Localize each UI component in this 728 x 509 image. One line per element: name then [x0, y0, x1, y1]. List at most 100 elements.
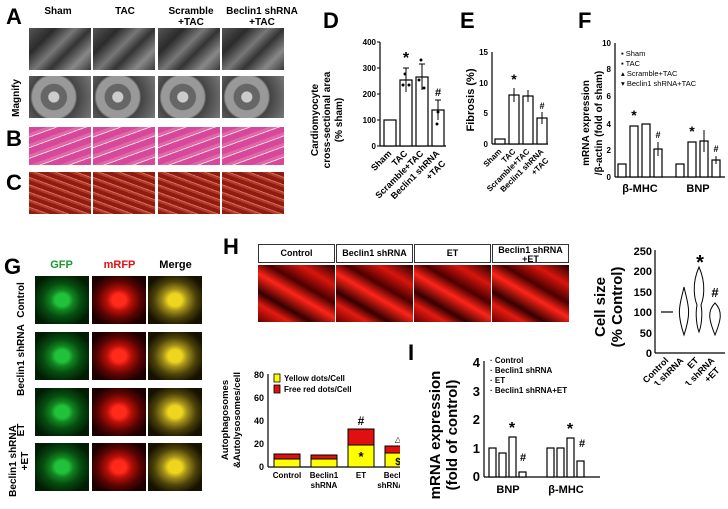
- g-col-mrfp: mRFP: [103, 259, 136, 271]
- svg-text:10: 10: [479, 79, 488, 88]
- svg-text:shRNA+ET: shRNA+ET: [377, 481, 400, 490]
- svg-text:0: 0: [484, 140, 489, 149]
- svg-text:Free red dots/Cell: Free red dots/Cell: [284, 385, 352, 394]
- svg-text:0: 0: [473, 469, 480, 484]
- gfp-beclin: [35, 332, 89, 380]
- svg-text:#: #: [358, 414, 365, 428]
- panel-f-letter: F: [578, 8, 592, 33]
- panel-i-letter: I: [408, 340, 415, 365]
- h4-line2: +ET: [522, 254, 539, 264]
- svg-text:*: *: [509, 420, 516, 437]
- svg-text:1: 1: [473, 441, 480, 456]
- bar-e-tac: [508, 94, 520, 145]
- svg-text:(% Control): (% Control): [609, 267, 626, 348]
- he-image-scramble: [158, 127, 220, 165]
- mrfp-control: [92, 276, 146, 324]
- svg-text:40: 40: [254, 416, 264, 426]
- svg-text:0: 0: [372, 142, 377, 151]
- chart-d-ylabel: Cardiomyocyte cross-sectional area (% sh…: [310, 71, 345, 168]
- svg-text:2: 2: [473, 412, 480, 427]
- svg-text:150: 150: [634, 287, 652, 299]
- svg-text:4: 4: [607, 120, 612, 129]
- svg-text:Cardiomyocyte: Cardiomyocyte: [310, 83, 321, 156]
- tem-magnify-sham: [29, 76, 91, 118]
- svg-text:50: 50: [640, 328, 652, 340]
- svg-text:200: 200: [363, 90, 377, 99]
- svg-text:10: 10: [602, 39, 611, 48]
- chart-h-ylabel: Cell size (% Control): [592, 267, 626, 348]
- svg-text:BNP: BNP: [686, 183, 709, 195]
- svg-text:4: 4: [473, 355, 481, 370]
- svg-text:*: *: [358, 449, 364, 464]
- mrfp-beclin-et: [92, 443, 146, 491]
- g-row-beclin-et: Beclin1 shRNA +ET: [8, 422, 32, 500]
- svg-text:cross-sectional area: cross-sectional area: [322, 71, 333, 168]
- merge-beclin: [148, 332, 202, 380]
- gfp-control: [35, 276, 89, 324]
- svg-text:3: 3: [473, 384, 480, 399]
- svg-text:5: 5: [484, 109, 489, 118]
- svg-text:#: #: [435, 87, 441, 99]
- gfp-et: [35, 388, 89, 436]
- masson-image-beclin: [222, 172, 284, 214]
- magnify-row-label: Magnify: [11, 79, 22, 117]
- svg-text:250: 250: [634, 246, 652, 258]
- svg-text:#: #: [539, 101, 544, 111]
- svg-text:2: 2: [607, 146, 612, 155]
- tem-image-tac: [93, 28, 155, 70]
- g-col-gfp: GFP: [50, 259, 73, 271]
- masson-image-sham: [29, 172, 91, 214]
- chart-i: mRNA expression (fold of control) 4 3 2 …: [427, 355, 600, 500]
- h4-line1: Beclin1 shRNA: [498, 245, 563, 255]
- svg-text:▴ Scramble+TAC: ▴ Scramble+TAC: [621, 69, 678, 78]
- svg-text:*: *: [403, 50, 410, 67]
- chart-e-ylabel: Fibrosis (%): [465, 68, 477, 131]
- panel-d-letter: D: [323, 8, 339, 33]
- panel-b-letter: B: [6, 126, 22, 151]
- svg-text:Cell size: Cell size: [592, 277, 609, 337]
- merge-control: [148, 276, 202, 324]
- panel-a-col-sham: Sham: [44, 6, 72, 17]
- svg-text:8: 8: [607, 65, 612, 74]
- h-header-beclin-et: Beclin1 shRNA +ET: [492, 244, 569, 264]
- svg-text:0: 0: [646, 348, 652, 360]
- merge-beclin-et: [148, 443, 202, 491]
- svg-text:mRNA expression: mRNA expression: [581, 80, 592, 166]
- beclin-line2: +TAC: [249, 17, 275, 28]
- svg-text:· Beclin1 shRNA: · Beclin1 shRNA: [490, 366, 552, 375]
- h-header-control: Control: [258, 244, 335, 263]
- phalloidin-beclin: [336, 265, 413, 322]
- svg-text:0: 0: [607, 173, 612, 182]
- svg-text:BNP: BNP: [496, 484, 519, 496]
- h-header-et: ET: [414, 244, 491, 263]
- svg-text:mRNA expression: mRNA expression: [427, 371, 444, 500]
- chart-h-violin: Cell size (% Control) 250 200 150 100 50…: [592, 246, 725, 385]
- svg-text:β-MHC: β-MHC: [548, 484, 583, 496]
- scramble-line1: Scramble: [168, 6, 214, 17]
- mrfp-beclin: [92, 332, 146, 380]
- scramble-line2: +TAC: [178, 17, 204, 28]
- chart-f-ylabel: mRNA expression /β-actin (fold of sham): [581, 71, 605, 175]
- svg-text:15: 15: [479, 48, 488, 57]
- svg-text:300: 300: [363, 64, 377, 73]
- chart-e: Fibrosis (%) 15 10 5 0 * # Sham TAC Scra…: [465, 48, 550, 194]
- tem-image-sham: [29, 28, 91, 70]
- svg-text:(% sham): (% sham): [334, 98, 345, 142]
- chart-d: Cardiomyocyte cross-sectional area (% sh…: [310, 38, 448, 201]
- svg-text:100: 100: [363, 116, 377, 125]
- svg-text:/β-actin (fold of sham): /β-actin (fold of sham): [594, 71, 605, 175]
- svg-text:*: *: [689, 123, 695, 139]
- panel-e-letter: E: [460, 8, 475, 33]
- svg-text:&Autolysosomes/cell: &Autolysosomes/cell: [232, 372, 243, 468]
- phalloidin-control: [258, 265, 335, 322]
- svg-text:· Beclin1 shRNA+ET: · Beclin1 shRNA+ET: [490, 386, 567, 395]
- chart-f-legend: ▪ Sham ▪ TAC ▴ Scramble+TAC ▾ Beclin1 sh…: [621, 49, 697, 88]
- svg-text:▪ Sham: ▪ Sham: [621, 49, 645, 58]
- he-image-tac: [93, 127, 155, 165]
- svg-text:▾ Beclin1 shRNA+TAC: ▾ Beclin1 shRNA+TAC: [621, 79, 697, 88]
- g-col-merge: Merge: [159, 259, 192, 271]
- svg-text:△: △: [395, 435, 400, 444]
- chart-f: mRNA expression /β-actin (fold of sham) …: [581, 39, 725, 195]
- panel-h-letter: H: [223, 234, 239, 259]
- tem-magnify-beclin: [222, 76, 284, 118]
